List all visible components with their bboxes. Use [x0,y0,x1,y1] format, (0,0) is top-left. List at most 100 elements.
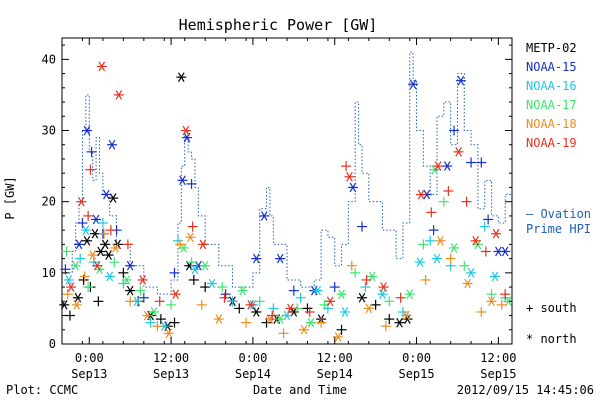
noaa-16-south-point [295,292,306,303]
noaa-19-south-point [480,246,491,257]
noaa-19-south-point [395,292,406,303]
noaa-19-south-point [443,186,454,196]
noaa-15-north-point [347,182,358,193]
noaa-15-south-point [466,157,477,168]
noaa-19-north-point [180,125,191,136]
noaa-16-north-point [414,257,425,267]
x-tick-time-label: 0:00 [75,351,104,365]
noaa-16-north-point [339,307,350,317]
noaa-19-north-point [416,189,427,200]
noaa-19-north-point [66,282,77,292]
x-tick-date-label: Sep13 [71,367,107,381]
metp-02-south-point [118,267,129,278]
noaa-16-north-point [189,264,200,275]
legend-entry-noaa-16: NOAA-16 [526,79,577,93]
noaa-15-north-point [500,246,511,257]
noaa-15-south-point [449,125,460,136]
noaa-17-south-point [384,296,395,307]
noaa-19-north-point [453,147,464,157]
noaa-15-south-point [138,292,149,303]
metp-02-south-point [384,314,395,325]
noaa-19-north-point [170,289,181,300]
noaa-19-north-point [378,282,389,292]
metp-02-south-point [370,299,381,310]
noaa-16-south-point [75,253,86,264]
noaa-16-north-point [312,285,323,296]
x-axis-label: Date and Time [253,383,347,397]
x-tick-date-label: Sep15 [398,367,434,381]
noaa-19-south-point [361,274,372,285]
noaa-17-north-point [275,314,286,324]
noaa-16-north-point [466,268,477,278]
noaa-15-north-point [408,79,419,90]
y-tick-label: 20 [42,195,56,209]
noaa-18-south-point [496,299,507,310]
noaa-19-north-point [137,275,148,285]
noaa-17-south-point [438,196,449,207]
legend-entry-noaa-17: NOAA-17 [526,98,577,112]
noaa-19-south-point [267,310,278,321]
legend-entry-noaa-15: NOAA-15 [526,60,577,74]
noaa-18-south-point [316,317,327,328]
ovation-prime-hpi-line [62,51,512,295]
noaa-17-south-point [166,299,177,310]
x-tick-date-label: Sep14 [317,367,353,381]
noaa-16-north-point [104,271,115,282]
footer-plot-label: Plot: CCMC [6,383,78,397]
noaa-19-north-point [470,235,481,246]
ovation-prime-hpi-step-path [62,51,512,295]
noaa-17-south-point [254,296,265,307]
metp-02-south-point [234,303,245,314]
noaa-15-north-point [259,211,270,221]
metp-02-north-point [357,292,367,303]
noaa-18-south-point [99,228,110,239]
noaa-19-south-point [426,207,437,218]
legend-entry-noaa-19: NOAA-19 [526,136,577,150]
metp-02-south-point [64,310,75,321]
noaa-18-north-point [87,250,98,260]
noaa-19-north-point [92,260,103,271]
noaa-19-south-point [187,221,198,232]
noaa-19-north-point [285,303,296,314]
noaa-19-south-point [105,225,116,236]
noaa-19-north-point [245,300,256,310]
noaa-18-north-point [333,332,344,342]
noaa-18-south-point [380,321,391,332]
noaa-19-north-point [76,196,87,207]
noaa-18-south-point [175,239,186,250]
noaa-19-south-point [85,164,96,175]
noaa-18-north-point [299,324,310,335]
noaa-18-north-point [110,243,121,253]
noaa-17-north-point [336,289,347,300]
noaa-17-south-point [61,246,72,257]
legend-north-marker: * north [526,332,577,346]
noaa-17-south-point [109,257,120,268]
metp-02-north-point [100,239,111,250]
noaa-17-south-point [459,260,470,271]
noaa-19-south-point [461,196,472,207]
metp-02-north-point [125,285,136,296]
noaa-15-north-point [455,75,466,86]
noaa-15-south-point [483,214,494,225]
metp-02-south-point [188,274,199,285]
noaa-18-north-point [142,310,153,321]
metp-02-south-point [93,296,104,307]
x-tick-time-label: 0:00 [238,351,267,365]
y-axis-label: P [GW] [3,176,17,219]
noaa-17-south-point [135,285,146,296]
noaa-18-north-point [185,232,196,243]
noaa-17-south-point [418,239,429,250]
metp-02-south-point [336,324,347,335]
noaa-15-south-point [476,157,487,168]
noaa-17-north-point [70,260,81,271]
metp-02-north-point [103,250,114,260]
noaa-15-north-point [177,175,188,186]
noaa-15-south-point [169,267,180,278]
noaa-18-south-point [346,260,357,271]
metp-02-north-point [394,317,405,328]
legend-ovation-label: — Ovation [526,207,591,221]
noaa-15-north-point [125,260,136,271]
y-tick-label: 0 [49,337,56,351]
noaa-19-south-point [83,210,94,221]
noaa-17-south-point [217,282,228,293]
